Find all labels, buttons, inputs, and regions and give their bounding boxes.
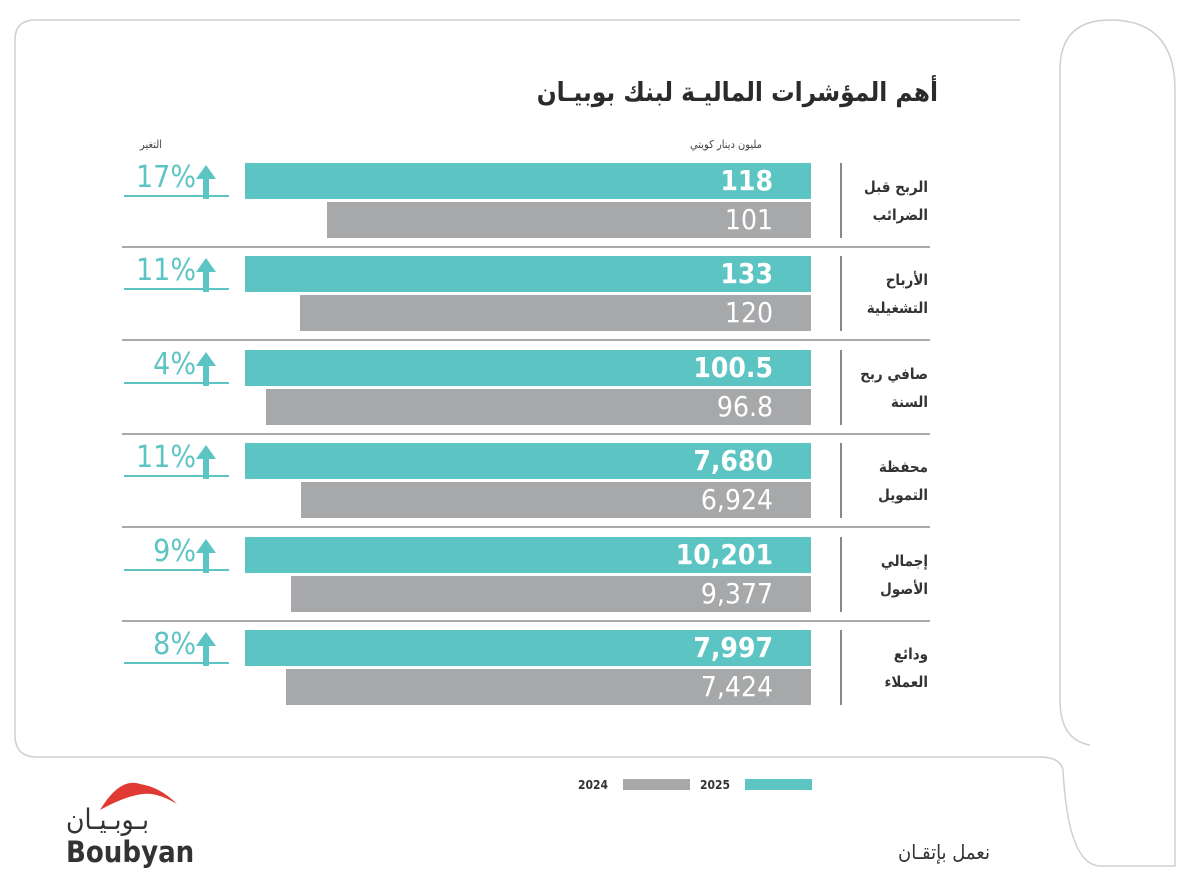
unit-label: مليون دينار كويتي	[690, 138, 762, 151]
bar-2025: 10,201	[245, 537, 811, 573]
change-value: 11%	[136, 440, 196, 475]
arrow-up-icon	[196, 165, 216, 199]
metric-label-line1: محفظة	[878, 458, 928, 476]
change-underline	[124, 382, 229, 384]
change-value: 9%	[153, 534, 196, 569]
metric-label-line1: صافي ربح	[860, 365, 928, 383]
metric-label: محفظة التمويل	[878, 453, 928, 509]
metric-label: الأرباح التشغيلية	[867, 266, 928, 322]
metric-label-line2: التشغيلية	[866, 299, 928, 317]
label-divider	[840, 256, 842, 331]
metric-row: 9% 10,201 9,377 إجمالي الأصول	[0, 534, 1200, 631]
metric-label-line2: الضرائب	[872, 206, 928, 224]
bar-2024: 9,377	[291, 576, 811, 612]
label-divider	[840, 350, 842, 425]
metric-row: 11% 133 120 الأرباح التشغيلية	[0, 253, 1200, 350]
metric-label-line1: إجمالي	[880, 552, 928, 570]
slogan: نعمل بإتقـان	[898, 840, 990, 864]
arrow-up-icon	[196, 352, 216, 386]
logo-arabic: بـوبـيـان	[66, 803, 149, 836]
row-separator	[122, 433, 930, 435]
logo-english: Boubyan	[66, 835, 195, 869]
label-divider	[840, 443, 842, 518]
bar-2024: 7,424	[286, 669, 811, 705]
metric-row: 17% 118 101 الربح قبل الضرائب	[0, 160, 1200, 257]
bar-2024: 96.8	[266, 389, 811, 425]
bar-2025: 7,997	[245, 630, 811, 666]
bar-2024: 101	[327, 202, 811, 238]
chart-title: أهم المؤشرات الماليـة لبنك بوبيـان	[536, 78, 938, 108]
bar-2024: 6,924	[301, 482, 811, 518]
legend-2024-label: 2024	[578, 778, 609, 792]
legend-2024-swatch	[623, 779, 690, 790]
bar-2024: 120	[300, 295, 811, 331]
metric-row: 4% 100.5 96.8 صافي ربح السنة	[0, 347, 1200, 444]
change-value: 8%	[153, 627, 196, 662]
metric-label: صافي ربح السنة	[860, 360, 928, 416]
change-value: 17%	[136, 160, 196, 195]
change-underline	[124, 662, 229, 664]
row-separator	[122, 620, 930, 622]
arrow-up-icon	[196, 445, 216, 479]
change-underline	[124, 288, 229, 290]
bar-2025: 118	[245, 163, 811, 199]
change-underline	[124, 195, 229, 197]
label-divider	[840, 630, 842, 705]
change-underline	[124, 569, 229, 571]
metric-label-line1: ودائع	[893, 645, 928, 663]
metric-label: إجمالي الأصول	[880, 547, 928, 603]
arrow-up-icon	[196, 258, 216, 292]
row-separator	[122, 246, 930, 248]
bar-2025: 133	[245, 256, 811, 292]
label-divider	[840, 163, 842, 238]
legend-2025-swatch	[745, 779, 812, 790]
row-separator	[122, 526, 930, 528]
metric-label-line2: العملاء	[884, 673, 929, 691]
arrow-up-icon	[196, 539, 216, 573]
metric-label-line2: السنة	[890, 393, 928, 411]
bar-2025: 100.5	[245, 350, 811, 386]
label-divider	[840, 537, 842, 612]
change-value: 4%	[153, 347, 196, 382]
metric-label-line1: الربح قبل	[864, 178, 928, 196]
arrow-up-icon	[196, 632, 216, 666]
legend-2025-label: 2025	[700, 778, 731, 792]
metric-label-line2: الأصول	[880, 580, 928, 598]
metric-row: 8% 7,997 7,424 ودائع العملاء	[0, 627, 1200, 724]
metric-label-line2: التمويل	[878, 486, 928, 504]
metric-row: 11% 7,680 6,924 محفظة التمويل	[0, 440, 1200, 537]
metric-label: الربح قبل الضرائب	[864, 173, 928, 229]
change-value: 11%	[136, 253, 196, 288]
row-separator	[122, 339, 930, 341]
change-header: التغير	[140, 138, 162, 151]
metric-label-line1: الأرباح	[885, 271, 928, 289]
change-underline	[124, 475, 229, 477]
bar-2025: 7,680	[245, 443, 811, 479]
boubyan-logo-arc	[100, 782, 177, 810]
metric-label: ودائع العملاء	[885, 640, 929, 696]
